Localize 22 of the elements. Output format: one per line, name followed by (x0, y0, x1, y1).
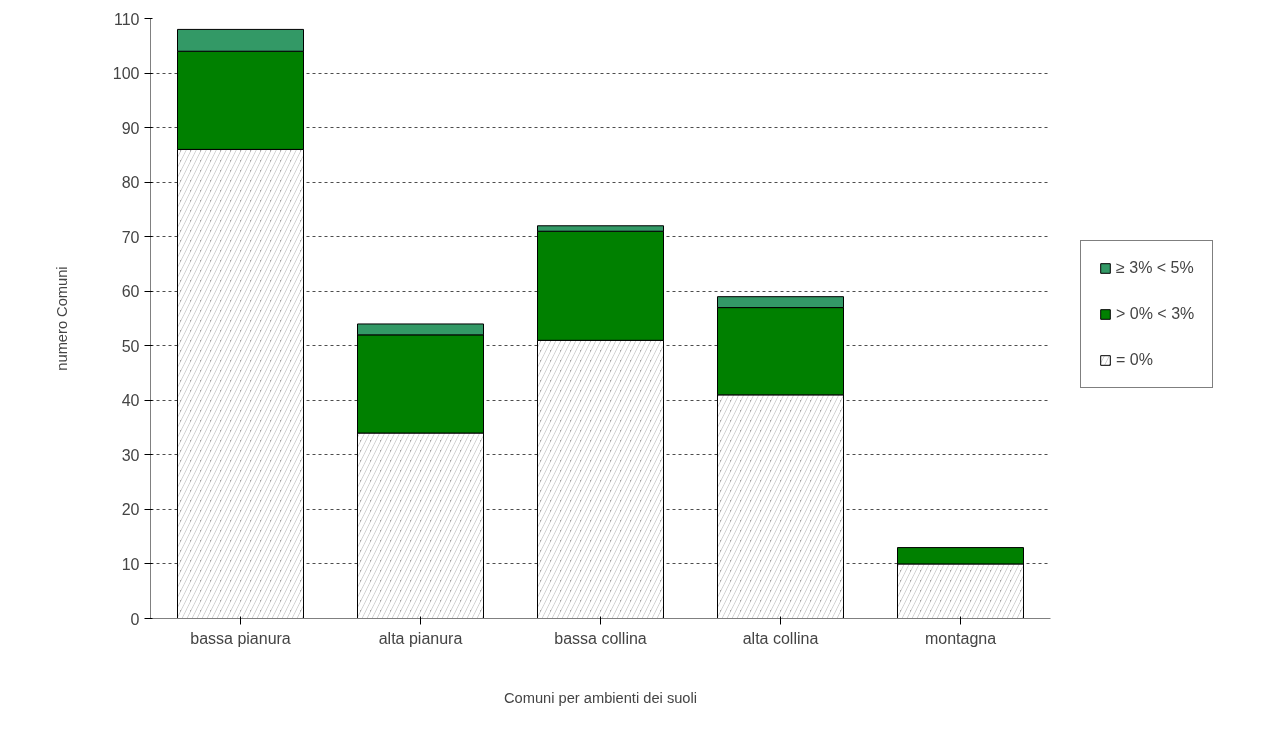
x-axis-title: Comuni per ambienti dei suoli (503, 689, 698, 706)
y-tick-label: 90 (121, 119, 140, 137)
legend-label: = 0% (1116, 351, 1153, 369)
y-tick-label: 0 (130, 610, 140, 628)
x-tick-label: montagna (924, 629, 997, 647)
x-tick-label: alta pianura (378, 629, 463, 647)
y-tick-label: 80 (121, 174, 140, 192)
y-tick-label: 10 (121, 555, 140, 573)
y-tick-label: 50 (121, 337, 140, 355)
y-tick-label: 100 (112, 65, 140, 83)
y-axis-title: numero Comuni (53, 266, 70, 371)
y-tick-label: 70 (121, 228, 140, 246)
x-tick-label: bassa collina (554, 629, 647, 647)
y-tick-label: 30 (121, 446, 140, 464)
legend-label: > 0% < 3% (1116, 305, 1195, 323)
legend-label: ≥ 3% < 5% (1116, 259, 1194, 277)
y-tick-label: 60 (121, 283, 140, 301)
x-tick-label: bassa pianura (190, 629, 291, 647)
y-tick-label: 40 (121, 392, 140, 410)
y-tick-label: 110 (113, 10, 140, 28)
x-tick-label: alta collina (742, 629, 819, 647)
y-tick-label: 20 (121, 501, 140, 519)
